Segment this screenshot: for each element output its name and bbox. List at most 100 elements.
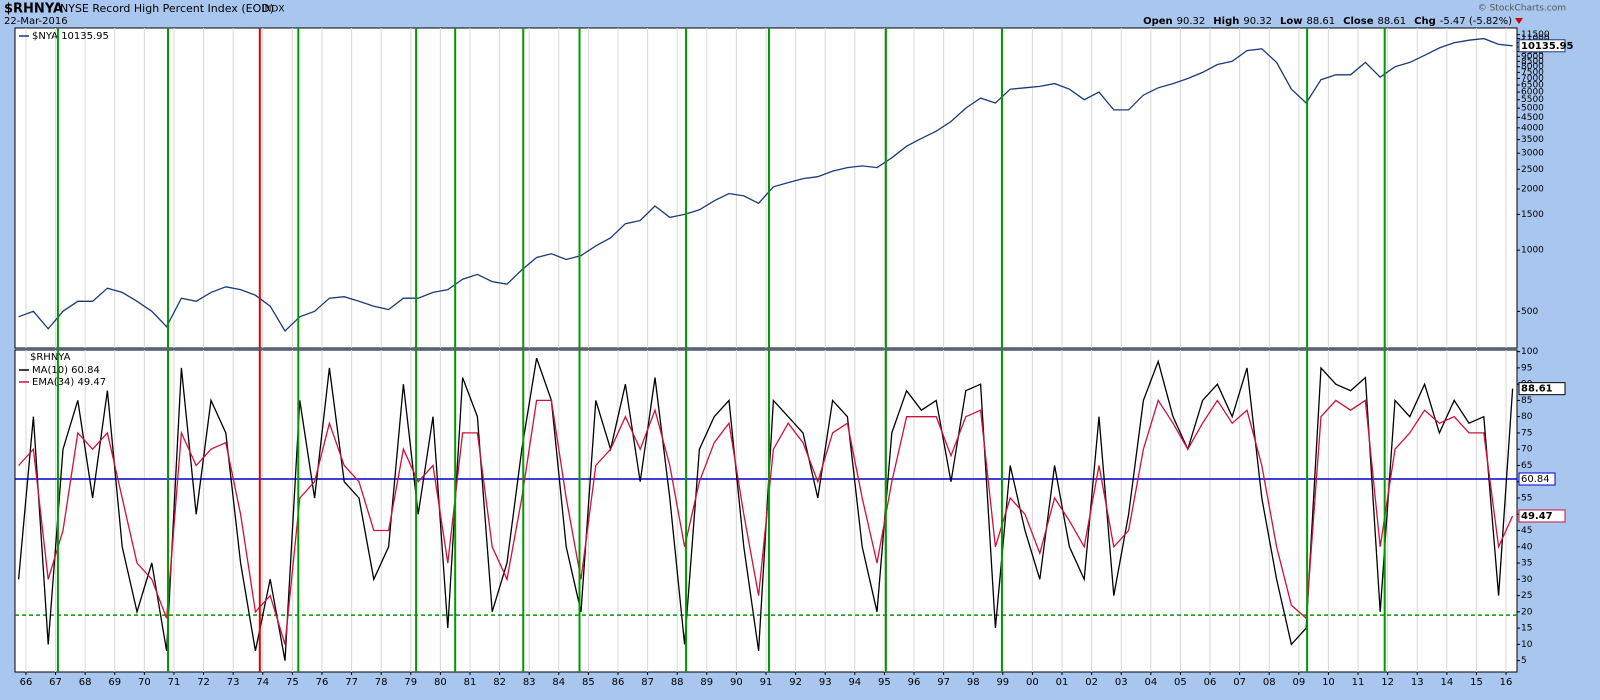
x-tick-label: 85 bbox=[582, 677, 595, 688]
y-tick-label: 75 bbox=[1521, 428, 1532, 438]
x-tick-label: 70 bbox=[138, 677, 151, 688]
y-tick-label: 30 bbox=[1521, 575, 1533, 585]
y-tick-label: 70 bbox=[1521, 445, 1533, 455]
x-tick-label: 04 bbox=[1144, 677, 1157, 688]
quote-label: Open bbox=[1143, 16, 1173, 27]
y-tick-label: 4000 bbox=[1521, 123, 1544, 133]
y-tick-label: 5 bbox=[1521, 656, 1527, 666]
end-label-box bbox=[1518, 382, 1566, 396]
x-tick-label: 87 bbox=[641, 677, 654, 688]
legend-label: MA(10) 60.84 bbox=[32, 365, 100, 376]
x-tick-label: 97 bbox=[937, 677, 950, 688]
y-tick-label: 3500 bbox=[1521, 135, 1544, 145]
x-tick-label: 77 bbox=[345, 677, 358, 688]
quote-value: 90.32 bbox=[1177, 16, 1206, 27]
y-tick-label: 11000 bbox=[1521, 34, 1550, 44]
quote-label: High bbox=[1213, 16, 1239, 27]
y-tick-label: 4500 bbox=[1521, 113, 1544, 123]
x-tick-label: 73 bbox=[227, 677, 240, 688]
x-tick-label: 96 bbox=[908, 677, 921, 688]
quote: Open 90.32 High 90.32 Low 88.61 Close 88.61 Chg -… bbox=[1143, 16, 1512, 27]
y-tick-label: 10 bbox=[1521, 640, 1533, 650]
x-tick-label: 81 bbox=[464, 677, 477, 688]
y-tick-label: 80 bbox=[1521, 412, 1533, 422]
end-label: 88.61 bbox=[1521, 384, 1553, 395]
x-tick-label: 93 bbox=[819, 677, 832, 688]
end-label: 10135.95 bbox=[1521, 41, 1574, 52]
quote-value: -5.47 (-5.82%) bbox=[1440, 16, 1512, 27]
x-tick-label: 98 bbox=[967, 677, 980, 688]
x-tick-label: 00 bbox=[1026, 677, 1039, 688]
x-tick-label: 08 bbox=[1263, 677, 1276, 688]
x-tick-label: 66 bbox=[20, 677, 33, 688]
y-tick-label: 7000 bbox=[1521, 74, 1544, 84]
x-tick-label: 11 bbox=[1352, 677, 1365, 688]
y-tick-label: 9000 bbox=[1521, 52, 1544, 62]
x-tick-label: 88 bbox=[671, 677, 684, 688]
x-tick-label: 78 bbox=[375, 677, 388, 688]
x-tick-label: 80 bbox=[434, 677, 447, 688]
y-tick-label: 6500 bbox=[1521, 80, 1544, 90]
exchange: INDX bbox=[262, 5, 284, 15]
y-tick-label: 100 bbox=[1521, 347, 1538, 357]
end-label: 49.47 bbox=[1521, 511, 1553, 522]
y-tick-label: 3000 bbox=[1521, 149, 1544, 159]
x-tick-label: 84 bbox=[552, 677, 565, 688]
x-tick-label: 74 bbox=[256, 677, 269, 688]
series-line bbox=[18, 398, 1514, 645]
x-tick-label: 91 bbox=[760, 677, 773, 688]
y-tick-label: 5000 bbox=[1521, 104, 1544, 114]
reference-label: 60.84 bbox=[1521, 474, 1550, 485]
x-tick-label: 71 bbox=[168, 677, 181, 688]
x-tick-label: 14 bbox=[1440, 677, 1453, 688]
end-label-box bbox=[1518, 509, 1566, 523]
end-label-box bbox=[1518, 39, 1566, 53]
quote-value: 88.61 bbox=[1378, 16, 1407, 27]
index-name: NYSE Record High Percent Index (EOD) bbox=[60, 2, 274, 15]
x-tick-label: 99 bbox=[996, 677, 1009, 688]
x-tick-label: 72 bbox=[197, 677, 210, 688]
y-tick-label: 2000 bbox=[1521, 185, 1544, 195]
x-tick-label: 82 bbox=[493, 677, 506, 688]
y-tick-label: 8500 bbox=[1521, 57, 1544, 67]
y-tick-label: 8000 bbox=[1521, 62, 1544, 72]
y-tick-label: 5500 bbox=[1521, 95, 1544, 105]
x-tick-label: 02 bbox=[1085, 677, 1098, 688]
quote-label: Low bbox=[1280, 16, 1302, 27]
x-tick-label: 07 bbox=[1233, 677, 1246, 688]
x-tick-label: 67 bbox=[49, 677, 62, 688]
x-tick-label: 09 bbox=[1292, 677, 1305, 688]
y-tick-label: 7500 bbox=[1521, 68, 1544, 78]
x-tick-label: 92 bbox=[789, 677, 802, 688]
y-tick-label: 2500 bbox=[1521, 165, 1544, 175]
y-tick-label: 500 bbox=[1521, 307, 1538, 317]
x-tick-label: 05 bbox=[1174, 677, 1187, 688]
quote-label: Close bbox=[1343, 16, 1374, 27]
legend-label: $NYA 10135.95 bbox=[32, 31, 109, 42]
y-tick-label: 20 bbox=[1521, 607, 1533, 617]
y-tick-label: 1000 bbox=[1521, 246, 1544, 256]
quote-label: Chg bbox=[1414, 16, 1436, 27]
x-tick-label: 86 bbox=[612, 677, 625, 688]
x-tick-label: 16 bbox=[1500, 677, 1513, 688]
quote-value: 88.61 bbox=[1306, 16, 1335, 27]
x-tick-label: 13 bbox=[1411, 677, 1424, 688]
y-tick-label: 65 bbox=[1521, 461, 1532, 471]
x-tick-label: 06 bbox=[1204, 677, 1217, 688]
panel-title: $RHNYA bbox=[30, 352, 71, 363]
x-tick-label: 03 bbox=[1115, 677, 1128, 688]
x-tick-label: 83 bbox=[523, 677, 536, 688]
x-tick-label: 68 bbox=[79, 677, 92, 688]
y-tick-label: 6000 bbox=[1521, 88, 1544, 98]
y-tick-label: 85 bbox=[1521, 396, 1532, 406]
x-tick-label: 89 bbox=[700, 677, 713, 688]
x-tick-label: 95 bbox=[878, 677, 891, 688]
quote-value: 90.32 bbox=[1243, 16, 1272, 27]
x-tick-label: 94 bbox=[848, 677, 861, 688]
watermark: © StockCharts.com bbox=[1478, 4, 1566, 14]
symbol: $RHNYA bbox=[4, 2, 63, 17]
y-tick-label: 15 bbox=[1521, 624, 1532, 634]
down-arrow bbox=[1515, 18, 1523, 24]
